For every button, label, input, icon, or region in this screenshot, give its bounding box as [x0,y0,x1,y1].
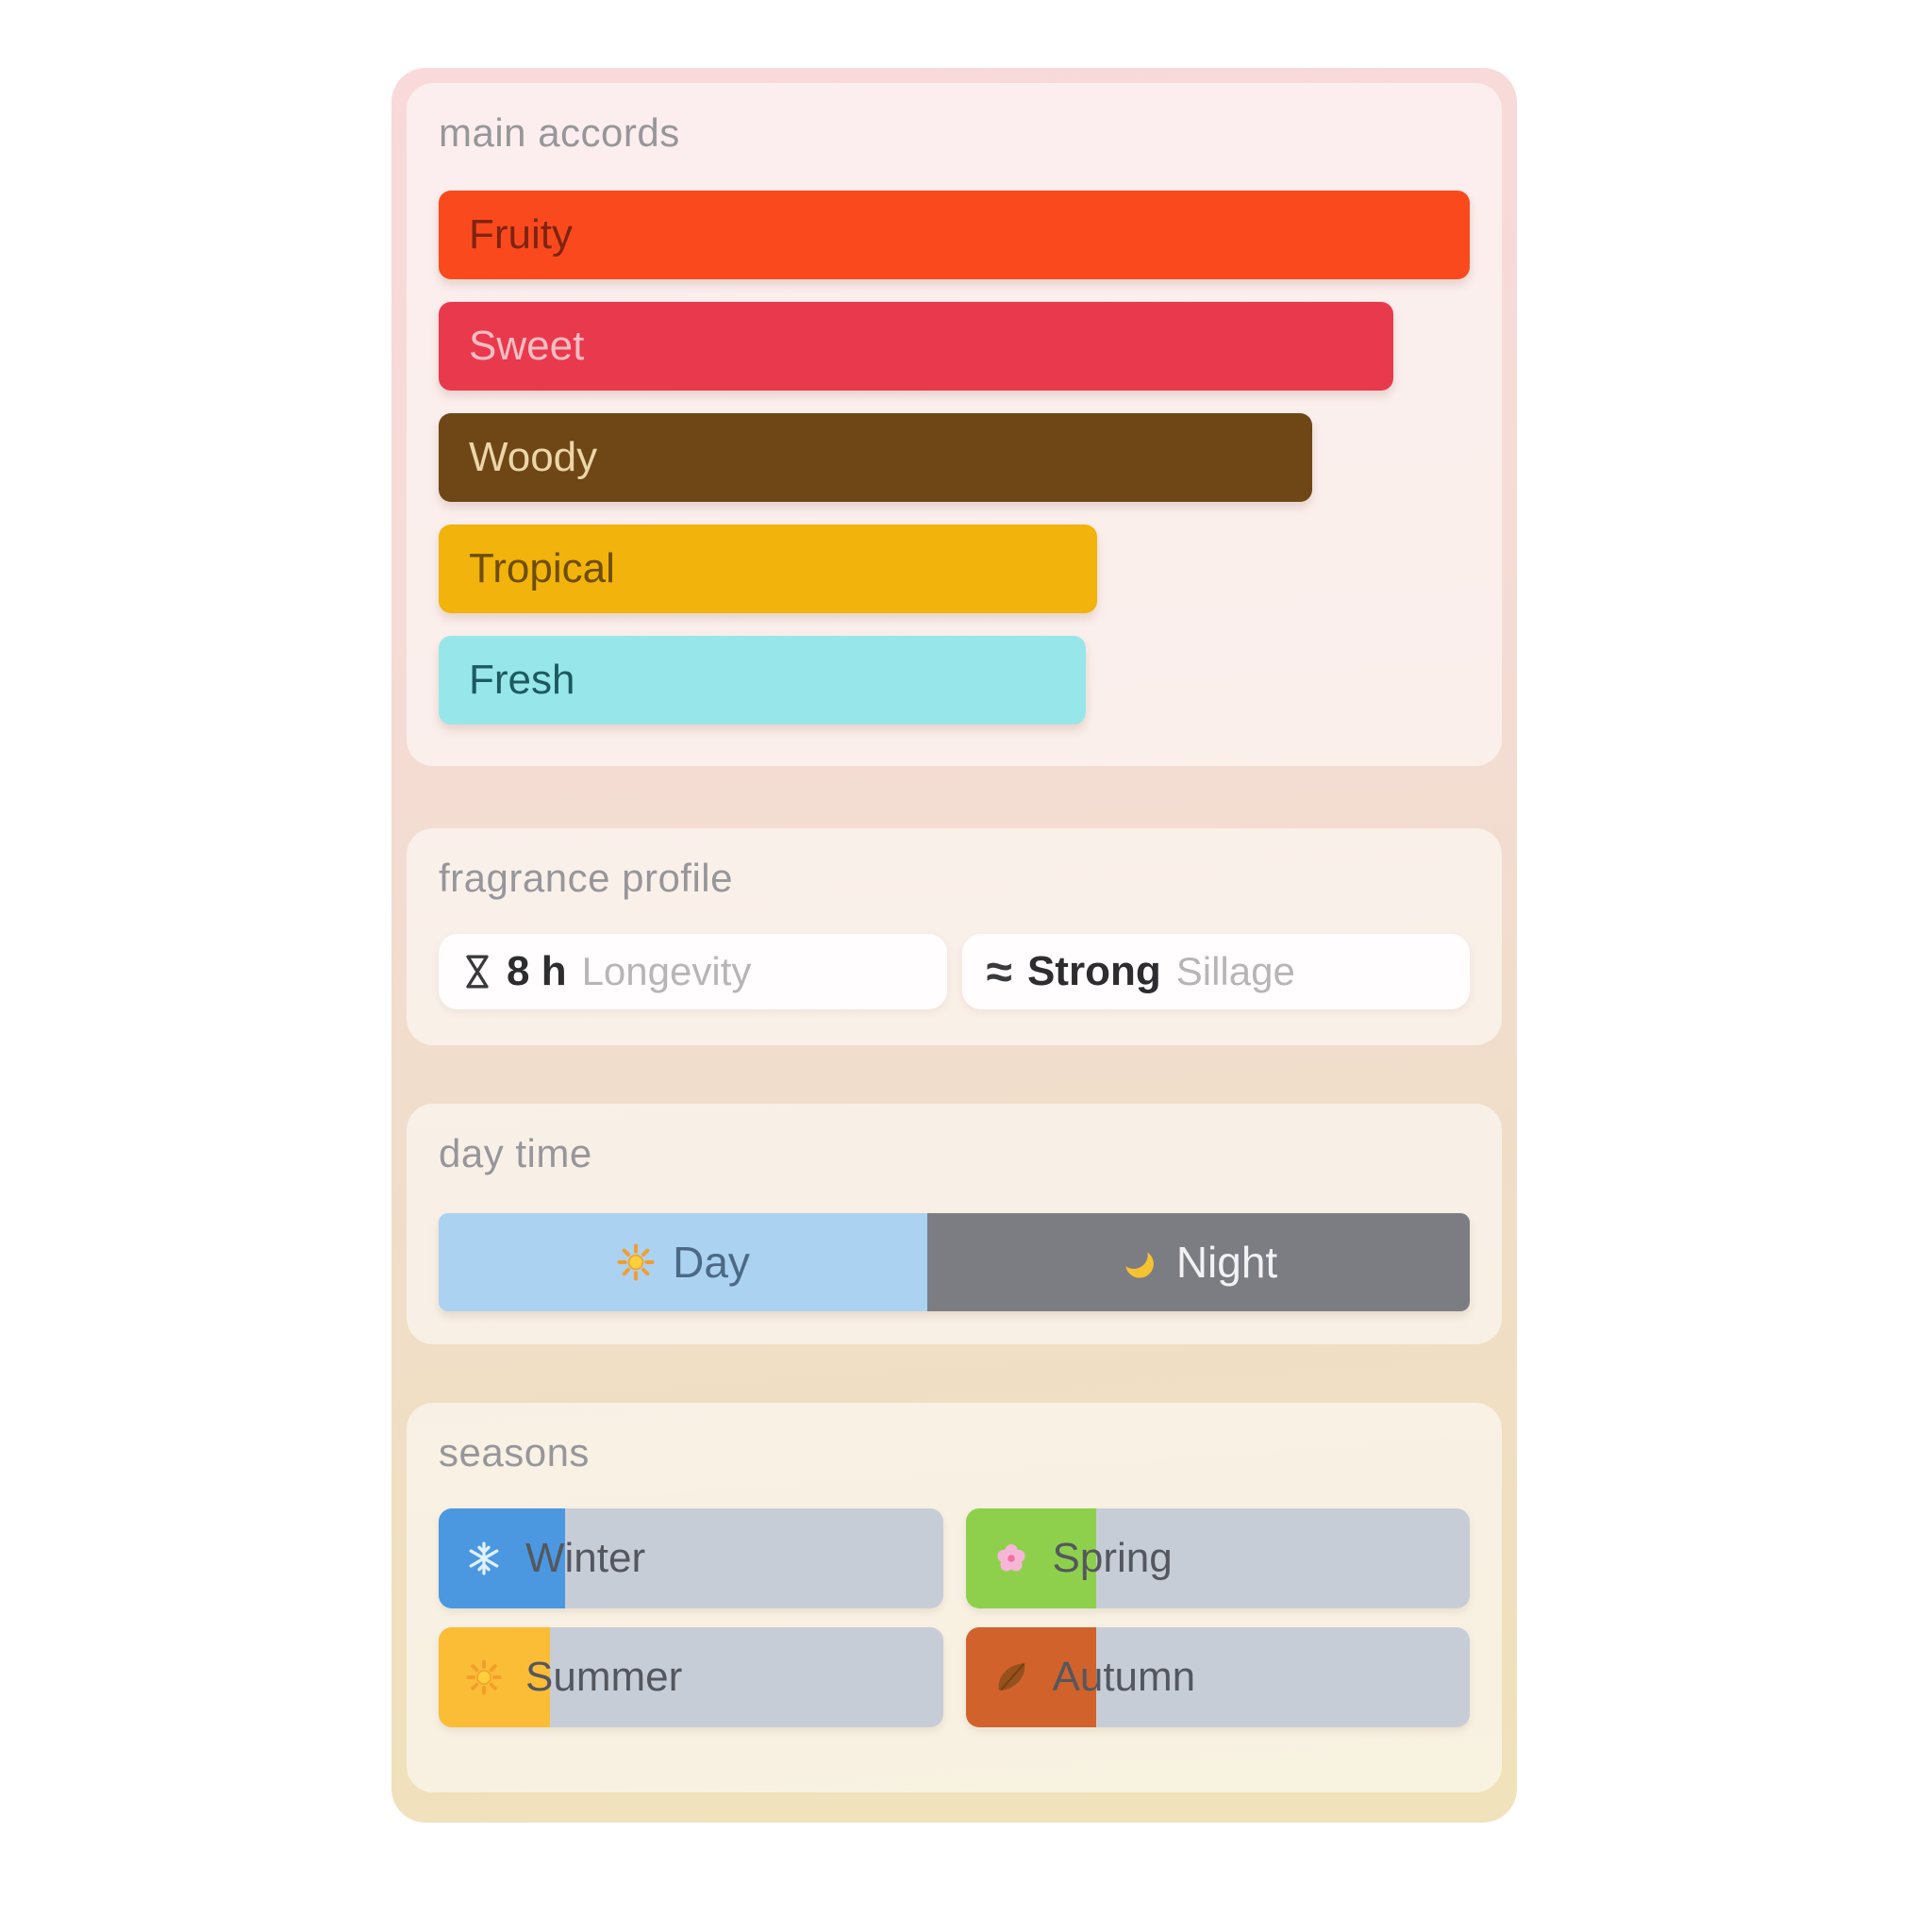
hourglass-icon [463,951,491,992]
waves-icon: ≈ [986,945,1012,999]
main-accords-panel: main accords Fruity Sweet Woody Tropical… [407,83,1502,766]
day-time-panel: day time Day Night [407,1104,1502,1344]
stat-pill-longevity[interactable]: 8 h Longevity [439,934,947,1010]
season-fill [965,1627,1097,1728]
stat-value: Strong [1026,948,1161,995]
season-label: Summer [525,1654,683,1701]
season-cell-summer[interactable]: Summer [439,1627,943,1728]
accord-bar-sweet[interactable]: Sweet [439,302,1394,391]
sun-icon [465,1658,503,1696]
fragrance-info-card: main accords Fruity Sweet Woody Tropical… [391,68,1517,1823]
daytime-segment-day[interactable]: Day [439,1213,928,1312]
season-fill [965,1508,1097,1609]
season-fill [439,1508,565,1609]
seasons-grid: Winter Spring Summer Autumn [439,1508,1470,1728]
fragrance-profile-title: fragrance profile [439,856,733,900]
accord-list: Fruity Sweet Woody Tropical Fresh [439,191,1470,725]
accord-bar-fruity[interactable]: Fruity [439,191,1470,280]
fragrance-profile-panel: fragrance profile 8 h Longevity ≈ Strong… [407,828,1502,1045]
day-night-bar: Day Night [439,1213,1470,1312]
season-label: Winter [525,1535,646,1582]
blossom-icon [992,1540,1030,1577]
accord-bar-tropical[interactable]: Tropical [439,525,1098,614]
stats-row: 8 h Longevity ≈ Strong Sillage [439,934,1470,1010]
moon-icon [1120,1242,1159,1282]
leaf-icon [992,1658,1030,1696]
accord-label: Fresh [469,657,575,704]
accord-label: Tropical [469,545,615,592]
daytime-segment-label: Day [673,1238,750,1288]
season-cell-winter[interactable]: Winter [439,1508,943,1609]
accord-label: Fruity [469,211,573,258]
stat-label: Longevity [581,949,752,994]
main-accords-title: main accords [439,110,680,155]
sun-icon [616,1242,656,1282]
accord-bar-fresh[interactable]: Fresh [439,636,1087,725]
seasons-title: seasons [439,1430,590,1474]
snowflake-icon [465,1540,503,1577]
season-cell-spring[interactable]: Spring [965,1508,1470,1609]
daytime-segment-night[interactable]: Night [927,1213,1470,1312]
seasons-panel: seasons Winter Spring Summer Autumn [407,1403,1502,1792]
stat-pill-sillage[interactable]: ≈ Strong Sillage [961,934,1470,1010]
season-label: Spring [1052,1535,1173,1582]
accord-label: Sweet [469,323,585,370]
stat-value: 8 h [507,948,567,995]
season-label: Autumn [1052,1654,1196,1701]
daytime-segment-label: Night [1175,1238,1278,1288]
accord-label: Woody [469,434,598,481]
stat-label: Sillage [1175,949,1295,994]
season-cell-autumn[interactable]: Autumn [965,1627,1470,1728]
accord-bar-woody[interactable]: Woody [439,413,1312,503]
day-time-title: day time [439,1131,592,1175]
